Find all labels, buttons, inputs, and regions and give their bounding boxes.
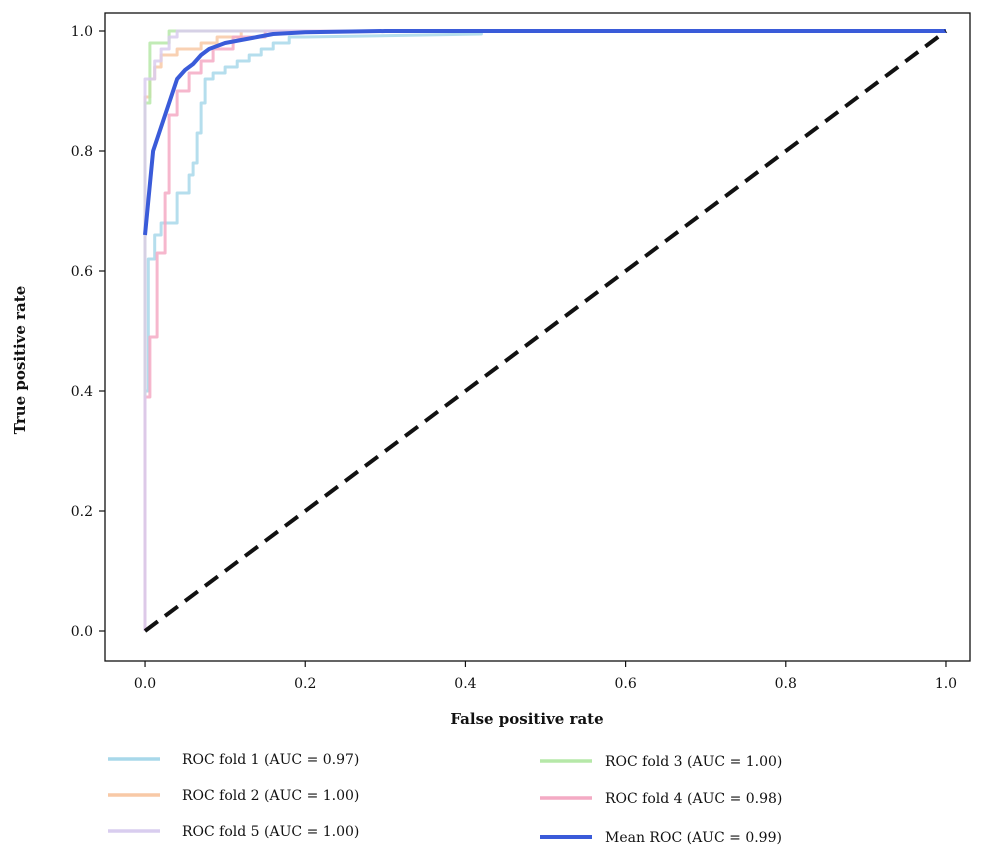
plot-area: 0.0 0.2 0.4 0.6 0.8 1.0 0.0 0.2 0.4 0.6 0.8 1.0: [71, 12, 971, 692]
y-tick-label: 0.4: [71, 384, 93, 400]
y-tick-label: 0.2: [71, 504, 93, 520]
legend-label: ROC fold 1 (AUC = 0.97): [182, 752, 359, 768]
roc-fold-line-5: [143, 29, 946, 631]
y-tick-label: 0.8: [71, 144, 93, 160]
x-tick-label: 1.0: [935, 676, 957, 692]
roc-fold-line-1: [143, 29, 946, 631]
plot-frame: [104, 12, 971, 662]
y-axis-title: True positive rate: [11, 286, 29, 434]
y-tick-label: 0.0: [71, 624, 93, 640]
legend-label: ROC fold 3 (AUC = 1.00): [605, 754, 782, 770]
legend-label: ROC fold 5 (AUC = 1.00): [182, 824, 359, 840]
x-tick-label: 0.2: [294, 676, 316, 692]
legend-label: ROC fold 4 (AUC = 0.98): [605, 791, 782, 807]
x-tick-label: 0.0: [134, 676, 156, 692]
x-tick-label: 0.8: [775, 676, 797, 692]
y-tick-label: 1.0: [71, 24, 93, 40]
y-tick-label: 0.6: [71, 264, 93, 280]
chance-diagonal-line: [143, 29, 948, 633]
x-tick-label: 0.4: [454, 676, 476, 692]
x-tick-label: 0.6: [614, 676, 636, 692]
roc-fold-line-4: [143, 29, 946, 631]
x-axis-title: False positive rate: [450, 710, 603, 728]
legend-label: Mean ROC (AUC = 0.99): [605, 830, 782, 846]
legend-label: ROC fold 2 (AUC = 1.00): [182, 788, 359, 804]
legend: ROC fold 1 (AUC = 0.97) ROC fold 2 (AUC =…: [108, 752, 782, 846]
mean-roc-line: [143, 29, 946, 236]
